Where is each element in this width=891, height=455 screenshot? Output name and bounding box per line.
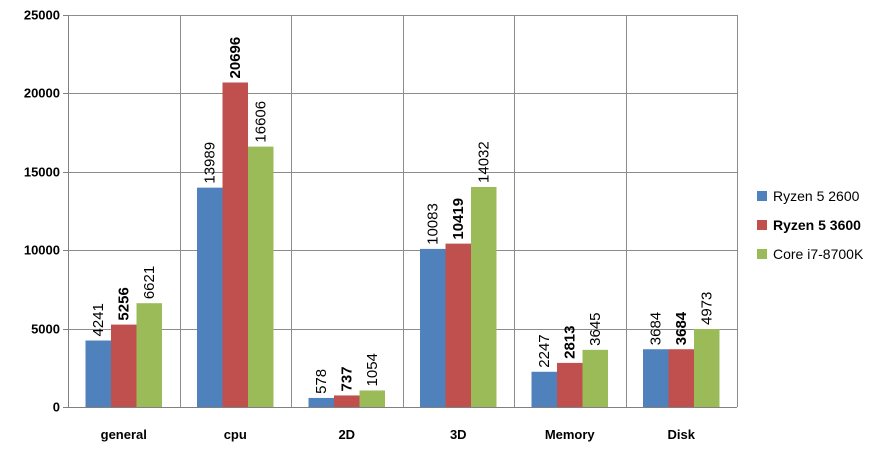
bar-Memory-2 [582,349,608,407]
data-label: 4973 [699,292,716,325]
data-labels: 4241 5256 6621 13989 20696 16606 578 737 1054 100… [90,37,716,394]
x-tick-label: Memory [545,427,596,442]
data-label: 3684 [673,311,690,345]
x-tick-label: Disk [668,427,696,442]
x-tick-label: general [101,427,147,442]
data-label: 2813 [562,326,579,359]
bar-2D-1 [334,395,360,407]
data-label: 3684 [648,312,665,345]
bar-Memory-1 [557,362,583,407]
y-tick-label: 25000 [24,8,60,23]
data-label: 3645 [587,312,604,345]
bar-general-2 [136,303,162,407]
x-tick-label: 2D [338,427,355,442]
axes [63,15,737,408]
data-label: 10419 [450,198,467,240]
data-label: 1054 [364,353,381,386]
bar-3D-0 [420,248,446,407]
bar-Disk-2 [694,329,720,407]
legend: Ryzen 5 2600 Ryzen 5 3600 Core i7-8700K [757,188,864,262]
bar-general-0 [85,340,111,407]
y-tick-label: 5000 [31,322,60,337]
y-tick-label: 20000 [24,86,60,101]
bar-2D-0 [308,397,334,407]
data-label: 10083 [425,203,442,245]
bars [85,82,720,407]
bar-3D-1 [445,243,471,407]
y-axis-ticks: 0 5000 10000 15000 20000 25000 [24,8,60,415]
x-axis-ticks: general cpu 2D 3D Memory Disk [101,427,696,442]
data-label: 20696 [227,37,244,79]
bar-cpu-0 [197,187,223,407]
data-label: 4241 [90,303,107,336]
plot-area [68,15,737,407]
bar-cpu-2 [248,146,274,407]
legend-label: Core i7-8700K [773,246,864,262]
legend-swatch [757,191,767,201]
bar-Disk-0 [643,349,669,407]
data-label: 5256 [116,287,133,320]
legend-label: Ryzen 5 3600 [773,217,861,233]
y-tick-label: 15000 [24,165,60,180]
y-tick-label: 10000 [24,243,60,258]
y-tick-label: 0 [53,400,60,415]
grid-lines [68,15,738,407]
bar-3D-2 [471,186,497,407]
data-label: 14032 [476,141,493,183]
bar-cpu-1 [222,82,248,407]
data-label: 16606 [253,101,270,143]
bar-Disk-1 [668,349,694,407]
data-label: 2247 [536,334,553,367]
data-label: 13989 [202,142,219,184]
legend-label: Ryzen 5 2600 [773,188,860,204]
legend-swatch [757,220,767,230]
data-label: 578 [313,369,330,394]
bar-general-1 [111,324,137,407]
legend-swatch [757,249,767,259]
bar-2D-2 [359,390,385,407]
x-tick-label: 3D [450,427,467,442]
data-label: 737 [339,366,356,391]
x-tick-label: cpu [224,427,247,442]
bar-Memory-0 [531,371,557,407]
data-label: 6621 [141,266,158,299]
